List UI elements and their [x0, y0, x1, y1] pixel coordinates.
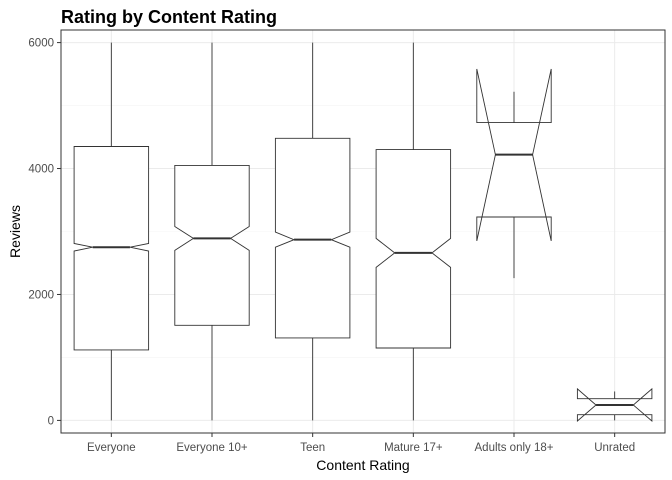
x-axis-label: Content Rating	[316, 457, 409, 473]
x-tick-label: Everyone 10+	[176, 442, 248, 454]
panel-border	[60, 29, 666, 434]
chart-title: Rating by Content Rating	[61, 7, 277, 27]
box-everyone-10-	[174, 42, 250, 421]
box-everyone	[73, 42, 150, 421]
boxes	[73, 42, 653, 422]
grid-lines	[61, 30, 665, 433]
x-tick-label: Teen	[300, 442, 325, 454]
box-adults-only-18-	[476, 68, 552, 279]
y-tick-label: 6000	[28, 38, 54, 50]
notched-box	[174, 164, 250, 326]
y-tick-label: 2000	[28, 289, 54, 301]
box-mature-17-	[375, 42, 452, 421]
x-tick-label: Adults only 18+	[475, 442, 554, 454]
notched-box	[375, 149, 452, 349]
notched-box	[274, 137, 351, 339]
x-tick-label: Mature 17+	[384, 442, 443, 454]
y-tick-label: 4000	[28, 164, 54, 176]
y-tick-label: 0	[48, 415, 54, 427]
x-tick-label: Everyone	[87, 442, 136, 454]
box-teen	[274, 42, 351, 421]
y-axis-ticks: 0 2000 4000 6000	[28, 38, 61, 427]
y-axis-label: Reviews	[7, 205, 23, 258]
x-axis-ticks: Everyone Everyone 10+ Teen Mature 17+ Adults…	[87, 433, 635, 454]
box-unrated	[576, 387, 653, 422]
x-tick-label: Unrated	[594, 442, 635, 454]
